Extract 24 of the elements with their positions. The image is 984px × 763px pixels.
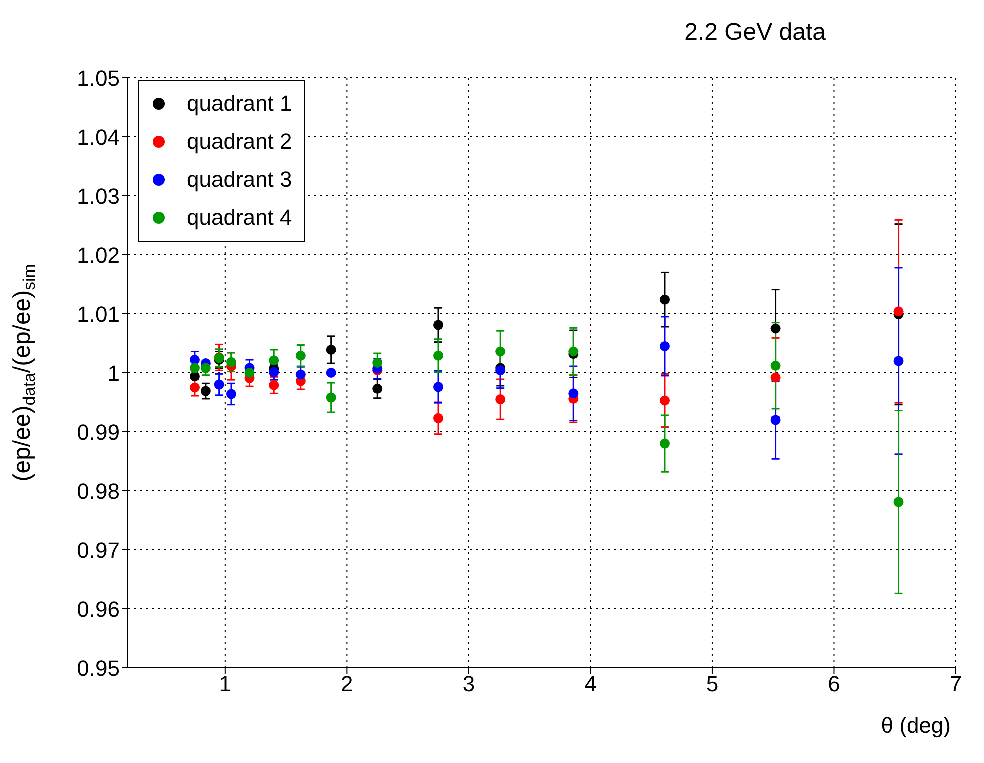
x-tick-label: 7 [950,672,962,697]
legend-label: quadrant 4 [187,205,292,231]
y-tick-label: 1.03 [77,184,120,209]
y-tick-label: 0.95 [77,656,120,681]
legend-label: quadrant 2 [187,129,292,155]
x-axis-title: θ (deg) [881,713,951,738]
x-tick-label: 1 [219,672,232,697]
y-tick-label: 1.04 [77,124,120,150]
x-tick-label: 4 [584,672,597,697]
y-tick-label: 1.02 [77,242,120,268]
legend-label: quadrant 3 [187,167,292,193]
y-tick-label: 1.05 [77,66,120,91]
legend-label: quadrant 1 [187,91,292,117]
y-tick-label: 1.01 [77,302,120,327]
y-tick-label: 0.98 [77,478,120,504]
x-tick-label: 6 [828,672,840,697]
chart-title: 2.2 GeV data [684,18,827,48]
y-tick-label: 1 [108,360,120,386]
y-tick-label: 0.99 [77,420,120,445]
x-tick-label: 2 [341,672,354,697]
x-tick-label: 3 [462,672,476,697]
x-tick-label: 5 [706,672,719,697]
y-tick-label: 0.96 [77,596,120,622]
y-tick-label: 0.97 [77,538,120,563]
